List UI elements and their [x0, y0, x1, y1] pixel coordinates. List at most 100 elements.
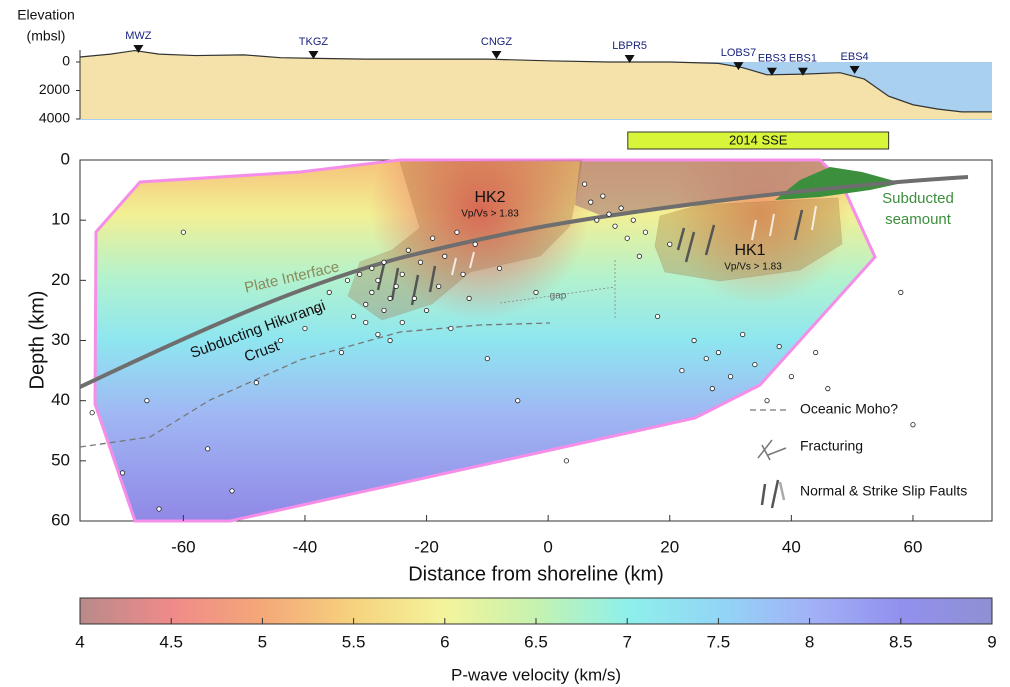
- earthquake: [898, 289, 904, 295]
- x-tick-label: 20: [660, 537, 679, 556]
- legend-symbol: [757, 439, 787, 461]
- earthquake: [144, 398, 150, 404]
- earthquake: [156, 506, 162, 512]
- fractures: [451, 205, 817, 276]
- earthquake: [727, 373, 734, 380]
- earthquake: [363, 301, 369, 307]
- earthquake: [813, 349, 819, 356]
- colorbar-tick-label: 7: [622, 632, 631, 651]
- earthquake: [460, 271, 466, 277]
- y-tick-label: 30: [51, 330, 70, 349]
- station-label: TKGZ: [299, 36, 329, 48]
- earthquake: [606, 211, 612, 217]
- earthquake: [654, 313, 661, 320]
- earthquake: [405, 247, 411, 253]
- x-tick-label: 60: [903, 537, 922, 556]
- earthquake: [764, 398, 770, 404]
- y-tick-label: 60: [51, 510, 70, 529]
- axis-label: (mbsl): [27, 28, 66, 44]
- earthquake: [496, 265, 503, 271]
- elevation-panel: 0 2000 4000 MWZ TKGZ CNGZ LBPR5 LOBS7 EBS3 EBS1 EB…: [17, 7, 992, 150]
- colorbar-tick-label: 8.5: [889, 632, 913, 651]
- y-tick-label: 0: [61, 149, 70, 168]
- earthquake: [399, 271, 405, 277]
- y-tick-label: 40: [51, 390, 70, 409]
- earthquake: [253, 380, 259, 386]
- earthquake: [381, 307, 387, 314]
- colorbar-tick-label: 4.5: [159, 632, 183, 651]
- axis-label: Elevation: [17, 7, 75, 23]
- earthquake: [387, 295, 393, 301]
- station: [733, 62, 744, 71]
- earthquake: [278, 337, 284, 344]
- sse-bar: [627, 131, 890, 150]
- earthquake: [515, 398, 521, 404]
- earthquake: [375, 331, 381, 338]
- x-axis-label: Distance from shoreline (km): [408, 563, 664, 585]
- earthquake: [612, 223, 618, 229]
- earthquake: [776, 343, 782, 350]
- earthquake: [338, 349, 345, 356]
- earthquake: [369, 289, 375, 295]
- seafloor-profile: [79, 49, 992, 113]
- earthquake: [472, 241, 478, 247]
- earthquake: [630, 217, 636, 223]
- land: [80, 50, 992, 119]
- hk2-zone: [347, 159, 583, 321]
- earthquake: [466, 295, 472, 301]
- earthquake: [314, 307, 320, 314]
- earthquake: [448, 325, 454, 332]
- station-label: LOBS7: [721, 47, 756, 59]
- earthquake: [381, 259, 387, 265]
- colorbar-tick-label: 7.5: [707, 632, 731, 651]
- earthquake: [788, 373, 794, 380]
- station-label: EBS3: [758, 53, 786, 65]
- hk1-zone: [654, 197, 843, 282]
- earthquake: [375, 277, 381, 283]
- colorbar-tick-label: 9: [987, 632, 996, 651]
- station-label: MWZ: [125, 30, 152, 42]
- earthquake: [582, 181, 588, 187]
- legend-label: Fracturing: [800, 438, 863, 454]
- y-tick-label: 50: [51, 450, 70, 469]
- earthquake: [454, 229, 460, 235]
- y-tick-label: 20: [51, 270, 70, 289]
- annotation: Vp/Vs > 1.83: [724, 262, 782, 273]
- earthquake: [752, 361, 758, 368]
- earthquake: [119, 470, 126, 476]
- earthquake: [624, 235, 630, 241]
- x-tick-label: -40: [293, 537, 318, 556]
- colorbar: P-wave velocity (km/s) 4 4.5 5 5.5 6 6.5 7 7.5 8…: [75, 597, 997, 684]
- sse-label: 2014 SSE: [729, 132, 788, 147]
- legend-label: Normal & Strike Slip Faults: [800, 483, 967, 499]
- earthquake: [436, 283, 442, 289]
- station: [308, 50, 319, 59]
- earthquake: [691, 337, 697, 344]
- earthquake: [703, 355, 709, 362]
- earthquake: [709, 386, 715, 392]
- x-tick-label: -20: [414, 537, 439, 556]
- earthquake: [442, 253, 448, 259]
- station-label: CNGZ: [481, 36, 512, 48]
- earthquake: [588, 199, 594, 205]
- earthquake: [600, 193, 606, 199]
- earthquake: [667, 241, 673, 247]
- gap-marker: [499, 260, 616, 320]
- low-velocity-cap: [575, 160, 840, 215]
- earthquake: [344, 277, 351, 283]
- station-label: EBS4: [841, 51, 869, 63]
- station: [624, 54, 635, 63]
- annotation: Subducted: [882, 190, 954, 207]
- earthquake: [369, 265, 375, 271]
- earthquake: [363, 319, 369, 326]
- colorbar-tick-label: 8: [805, 632, 814, 651]
- earthquake: [430, 235, 436, 241]
- y-tick-label: 2000: [39, 81, 70, 97]
- earthquake: [302, 325, 308, 332]
- earthquake: [423, 307, 430, 314]
- earthquake: [387, 337, 393, 344]
- earthquake: [229, 488, 235, 494]
- earthquake: [326, 289, 332, 295]
- earthquake: [563, 458, 570, 464]
